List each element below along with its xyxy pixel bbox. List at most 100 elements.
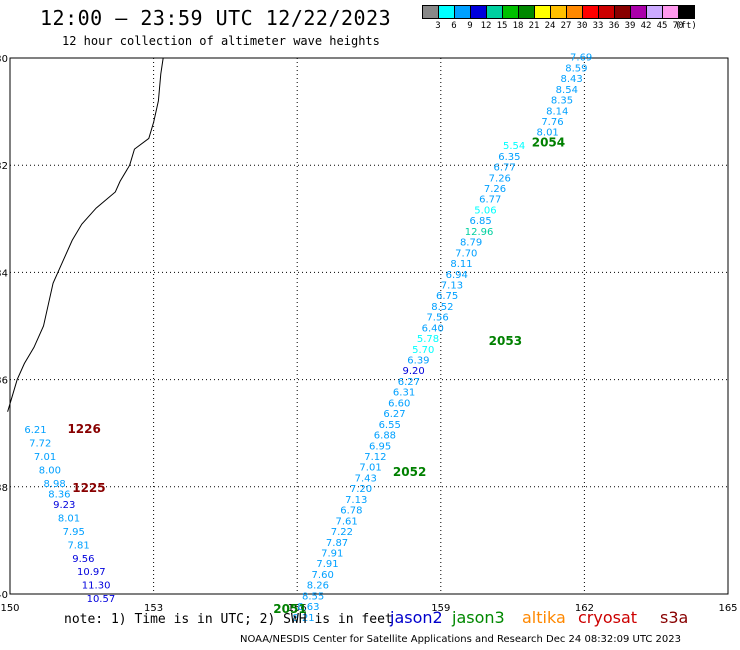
scale-label: 39	[624, 21, 636, 31]
latitude-label: -30	[0, 54, 8, 65]
wave-height-label: 6.55	[379, 420, 401, 431]
satellite-legend-jason3: jason3	[452, 608, 505, 627]
longitude-label: 153	[144, 603, 163, 614]
satellite-legend-s3a: s3a	[660, 608, 689, 627]
wave-height-label: 6.40	[422, 323, 444, 334]
wave-height-label: 8.63	[297, 602, 319, 613]
wave-height-label: 8.79	[460, 238, 482, 249]
wave-height-label: 6.75	[436, 291, 458, 302]
wave-height-label: 8.11	[450, 259, 472, 270]
longitude-label: 159	[431, 603, 450, 614]
wave-height-label: 6.77	[493, 163, 515, 174]
note-text: note: 1) Time is in UTC; 2) SWH is in fe…	[64, 612, 393, 627]
wave-height-label: 11.30	[82, 581, 111, 592]
scale-label: 15	[496, 21, 508, 31]
wave-height-label: 7.87	[326, 538, 348, 549]
wave-height-label: 8.54	[556, 85, 578, 96]
wave-height-label: 8.01	[537, 128, 559, 139]
wave-height-label: 12.96	[465, 227, 494, 238]
wave-height-label: 6.27	[383, 409, 405, 420]
latitude-label: -32	[0, 161, 8, 172]
scale-label: 18	[512, 21, 524, 31]
wave-height-label: 8.36	[48, 490, 70, 501]
wave-height-label: 6.31	[393, 388, 415, 399]
wave-height-label: 8.35	[551, 96, 573, 107]
pass-number-label: 1226	[67, 422, 100, 436]
longitude-label: 165	[718, 603, 737, 614]
wave-height-label: 8.00	[39, 465, 61, 476]
longitude-label: 150	[0, 603, 19, 614]
scale-label: 42	[640, 21, 652, 31]
wave-height-color-scale	[422, 5, 695, 19]
pass-number-label: 2054	[532, 135, 565, 149]
wave-height-label: 8.26	[307, 581, 329, 592]
longitude-label: 162	[575, 603, 594, 614]
wave-height-label: 5.06	[474, 205, 496, 216]
wave-height-label: 7.01	[359, 463, 381, 474]
wave-height-label: 8.55	[302, 591, 324, 602]
wave-height-label: 6.85	[470, 216, 492, 227]
wave-height-label: 9.56	[72, 554, 94, 565]
wave-height-label: 7.81	[67, 540, 89, 551]
wave-height-label: 7.26	[484, 184, 506, 195]
coastline	[7, 57, 164, 412]
wave-height-label: 6.95	[369, 441, 391, 452]
wave-height-label: 7.61	[335, 516, 357, 527]
wave-height-label: 7.91	[321, 548, 343, 559]
footer-credit: NOAA/NESDIS Center for Satellite Applica…	[240, 634, 682, 645]
wave-height-label: 7.01	[34, 452, 56, 463]
wave-height-label: 8.43	[560, 74, 582, 85]
wave-height-label: 6.88	[374, 431, 396, 442]
wave-height-label: 8.01	[58, 514, 80, 525]
wave-height-label: 10.57	[87, 594, 116, 605]
pass-number-label: 2053	[489, 334, 522, 348]
wave-height-label: 7.12	[364, 452, 386, 463]
wave-height-label: 5.70	[412, 345, 434, 356]
map-frame	[9, 57, 729, 595]
scale-label: 30	[576, 21, 588, 31]
scale-label: 45	[656, 21, 668, 31]
scale-label: (ft)	[675, 21, 697, 31]
wave-height-label: 7.56	[426, 313, 448, 324]
wave-height-label: 6.78	[340, 506, 362, 517]
wave-height-label: 7.43	[355, 473, 377, 484]
map-subtitle: 12 hour collection of altimeter wave hei…	[62, 34, 380, 48]
latitude-label: -34	[0, 268, 8, 279]
latitude-label: -38	[0, 483, 8, 494]
wave-height-label: 8.14	[546, 106, 568, 117]
wave-height-scale-labels: 3 6 9 12 15 18 21 24 27 30 33 36 39 42 45 70 (ft)	[422, 21, 740, 33]
wave-height-label: 7.22	[331, 527, 353, 538]
wave-height-label: 9.23	[53, 500, 75, 511]
wave-height-label: 6.39	[407, 356, 429, 367]
scale-label: 21	[528, 21, 540, 31]
wave-height-label: 7.13	[441, 280, 463, 291]
wave-height-label: 6.21	[24, 425, 46, 436]
pass-number-label: 2051	[273, 602, 306, 616]
longitude-label: 156	[288, 603, 307, 614]
wave-height-label: 6.77	[479, 195, 501, 206]
wave-height-label: 8.59	[565, 63, 587, 74]
wave-height-label: 5.54	[503, 141, 525, 152]
wave-height-label: 7.20	[350, 484, 372, 495]
wave-height-label: 6.94	[446, 270, 468, 281]
wave-height-label: 8.98	[44, 479, 66, 490]
satellite-legend-cryosat: cryosat	[578, 608, 638, 627]
pass-number-label: 1225	[72, 481, 105, 495]
wave-height-label: 5.78	[417, 334, 439, 345]
satellite-legend-jason2: jason2	[390, 608, 443, 627]
wave-height-label: 10.97	[77, 567, 106, 578]
wave-height-label: 7.60	[312, 570, 334, 581]
map-title: 12:00 — 23:59 UTC 12/22/2023	[40, 6, 392, 30]
scale-label: 24	[544, 21, 556, 31]
wave-height-label: 7.72	[29, 439, 51, 450]
wave-height-label: 9.20	[403, 366, 425, 377]
scale-label: 27	[560, 21, 572, 31]
pass-number-label: 2052	[393, 465, 426, 479]
scale-label: 9	[467, 21, 473, 31]
latitude-label: -36	[0, 376, 8, 387]
wave-height-label: 6.27	[398, 377, 420, 388]
scale-label: 6	[451, 21, 457, 31]
scale-label: 12	[480, 21, 492, 31]
wave-height-label: 6.35	[498, 152, 520, 163]
latitude-label: -40	[0, 590, 8, 601]
